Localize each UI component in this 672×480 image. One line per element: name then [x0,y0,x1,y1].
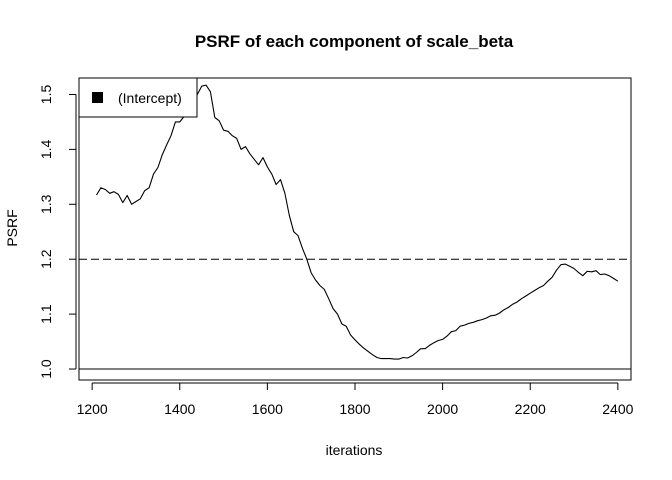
x-tick-label: 2400 [602,401,633,417]
reference-lines [79,258,631,370]
x-tick-label: 1200 [77,401,108,417]
y-tick-label: 1.0 [38,359,54,379]
x-axis: 1200 1400 1600 1800 2000 2200 2400 [77,382,634,417]
y-tick-label: 1.5 [38,85,54,105]
x-tick-label: 2200 [515,401,546,417]
legend: (Intercept) [78,77,198,118]
x-tick-label: 1600 [252,401,283,417]
y-axis: 1.0 1.1 1.2 1.3 1.4 1.5 [38,85,77,379]
y-tick-label: 1.4 [38,139,54,159]
legend-swatch [92,92,103,103]
x-tick-label: 2000 [427,401,458,417]
x-axis-label: iterations [326,442,383,458]
y-axis-label: PSRF [4,209,20,246]
y-tick-label: 1.1 [38,304,54,324]
x-tick-label: 1800 [339,401,370,417]
legend-label: (Intercept) [118,90,182,106]
y-tick-label: 1.2 [38,249,54,269]
chart-title: PSRF of each component of scale_beta [195,32,514,51]
y-tick-label: 1.3 [38,194,54,214]
plot-frame [78,77,632,381]
x-tick-label: 1400 [164,401,195,417]
